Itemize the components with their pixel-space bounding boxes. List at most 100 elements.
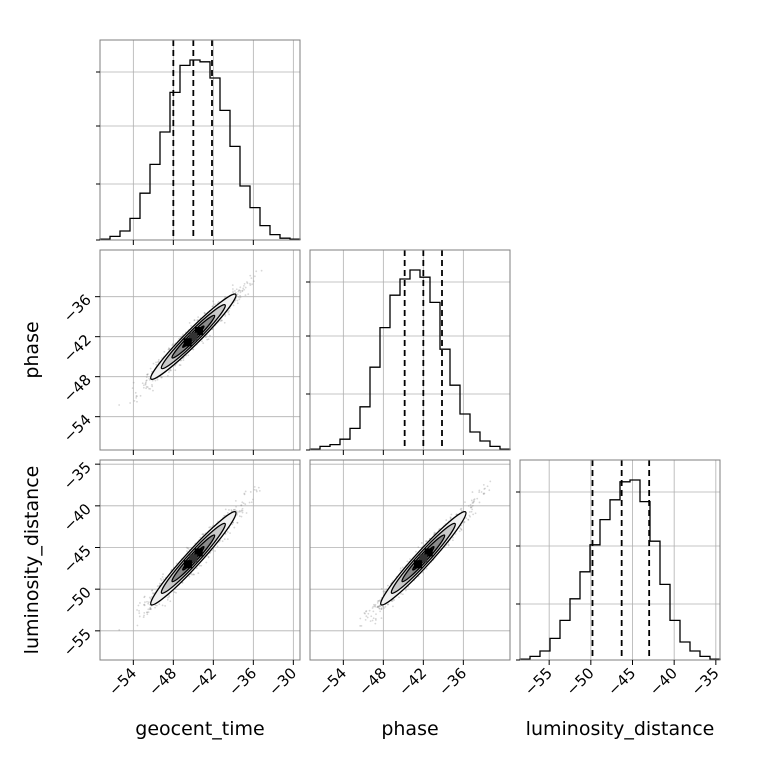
scatter-point: [136, 609, 138, 611]
scatter-point: [192, 348, 195, 351]
scatter-point: [217, 300, 220, 303]
scatter-point: [486, 485, 489, 488]
scatter-point: [238, 289, 241, 292]
scatter-point: [242, 287, 245, 290]
scatter-point: [185, 354, 187, 357]
scatter-point: [468, 514, 471, 517]
scatter-point: [151, 383, 153, 386]
x-tick-label: −35: [688, 664, 723, 699]
scatter-point: [476, 497, 479, 500]
scatter-point: [257, 486, 260, 489]
scatter-point: [191, 573, 193, 576]
scatter-point: [182, 359, 185, 361]
density-peak: [189, 554, 198, 563]
scatter-point: [160, 376, 163, 379]
scatter-point: [154, 379, 157, 382]
scatter-point: [238, 515, 241, 518]
scatter-point: [379, 610, 382, 613]
scatter-point: [467, 518, 470, 521]
y-tick-label: −36: [60, 291, 95, 326]
y-tick-label: −54: [60, 411, 95, 446]
x-tick-label: −30: [265, 664, 300, 699]
scatter-point: [234, 508, 237, 511]
scatter-point: [464, 501, 466, 504]
scatter-point: [460, 507, 463, 510]
scatter-point: [207, 555, 210, 558]
scatter-point: [250, 501, 253, 504]
scatter-point: [198, 564, 201, 567]
scatter-point: [232, 291, 234, 294]
scatter-point: [205, 336, 207, 339]
scatter-point: [372, 617, 375, 620]
scatter-point: [143, 603, 145, 606]
scatter-point: [359, 625, 362, 627]
scatter-point: [175, 591, 177, 594]
y-tick-label: −45: [60, 542, 95, 577]
scatter-point: [134, 391, 137, 394]
scatter-point: [144, 383, 147, 386]
scatter-point: [376, 600, 379, 603]
scatter-point: [197, 572, 200, 574]
scatter-point: [372, 610, 375, 613]
scatter-point: [170, 369, 172, 372]
scatter-point: [155, 361, 157, 364]
density-peak: [419, 554, 428, 563]
scatter-point: [365, 610, 368, 612]
scatter-point: [243, 284, 245, 287]
scatter-point: [201, 533, 204, 536]
histogram-geocent_time: [99, 59, 301, 240]
panel-frame: [309, 459, 511, 661]
scatter-point: [171, 344, 174, 347]
scatter-point: [483, 488, 486, 490]
scatter-point: [136, 395, 138, 397]
scatter-point: [240, 504, 243, 507]
scatter-point: [406, 560, 409, 563]
scatter-point: [148, 596, 151, 599]
scatter-point: [483, 492, 486, 495]
scatter-point: [199, 536, 202, 539]
x-tick-label: −50: [563, 664, 598, 699]
scatter-point: [364, 612, 366, 615]
scatter-point: [149, 608, 151, 610]
scatter-point: [239, 291, 242, 294]
scatter-point: [425, 540, 428, 542]
scatter-point: [203, 312, 206, 315]
scatter-point: [237, 290, 240, 293]
scatter-point: [236, 521, 239, 524]
scatter-point: [232, 508, 235, 511]
scatter-point: [470, 499, 473, 502]
scatter-point: [459, 508, 462, 511]
scatter-point: [226, 538, 229, 541]
scatter-point: [169, 368, 172, 371]
scatter-point: [187, 547, 190, 550]
x-tick-label: −45: [604, 664, 639, 699]
x-tick-label: −48: [355, 664, 390, 699]
scatter-point: [145, 387, 147, 390]
scatter-point: [482, 493, 485, 495]
scatter-point: [226, 511, 229, 514]
scatter-point: [212, 300, 215, 303]
scatter-point: [162, 578, 165, 581]
scatter-point: [228, 313, 230, 316]
scatter-point: [365, 610, 367, 613]
scatter-point: [232, 304, 235, 307]
scatter-point: [160, 579, 163, 582]
scatter-point: [209, 526, 212, 528]
scatter-point: [243, 493, 246, 496]
panel-frame: [99, 459, 301, 661]
scatter-point: [241, 501, 244, 504]
scatter-point: [371, 607, 374, 609]
scatter-point: [255, 270, 258, 273]
scatter-point: [144, 382, 147, 385]
text-layer: −54 −48 −42 −36 −30 −54 −48 −42 −36 −55 −50 −45 −40−…: [21, 291, 723, 740]
scatter-point: [241, 290, 244, 293]
y-tick-label: −48: [60, 371, 95, 406]
scatter-point: [472, 499, 475, 501]
scatter-point: [145, 385, 148, 388]
scatter-point: [363, 612, 366, 614]
scatter-point: [152, 592, 154, 594]
scatter-point: [473, 498, 476, 501]
scatter-point: [378, 607, 381, 610]
scatter-point: [157, 358, 160, 361]
scatter-point: [166, 598, 169, 601]
